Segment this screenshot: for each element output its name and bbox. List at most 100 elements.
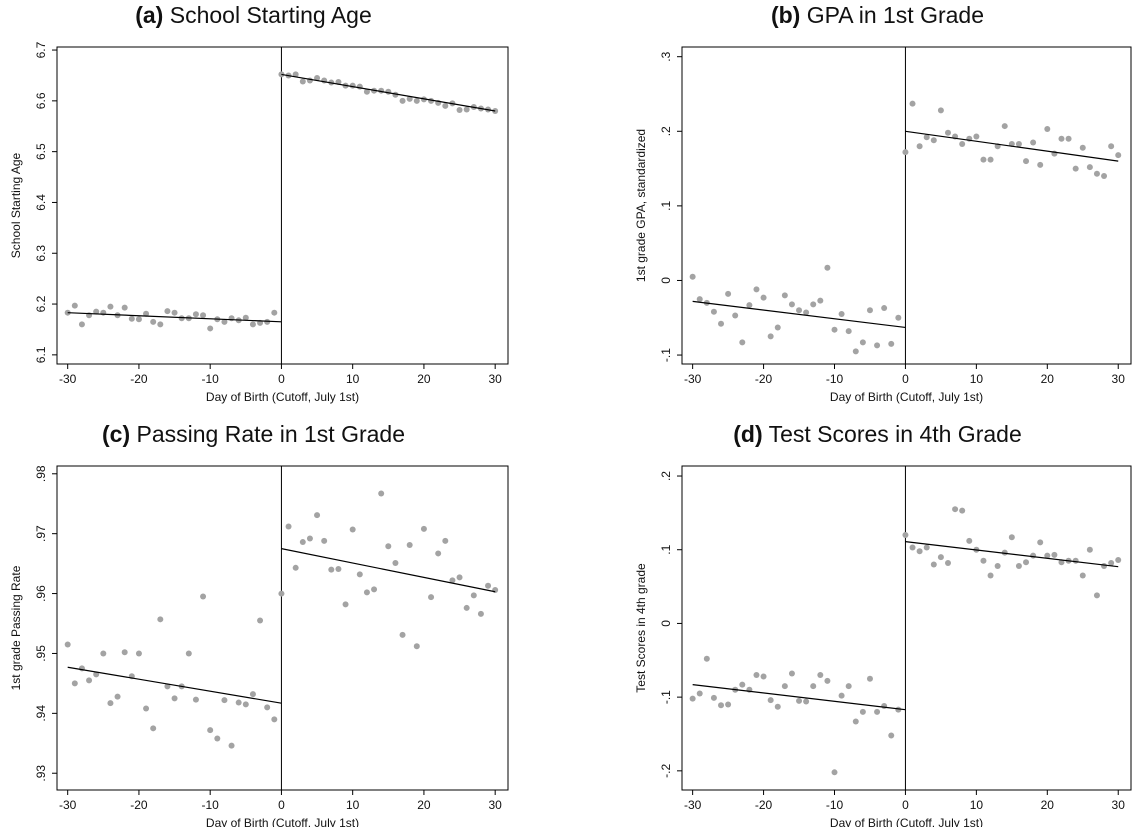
data-point bbox=[271, 309, 278, 316]
x-tick-label: 10 bbox=[346, 372, 360, 386]
data-point bbox=[739, 681, 746, 688]
data-point bbox=[71, 680, 78, 687]
data-point bbox=[285, 523, 292, 530]
data-point bbox=[930, 561, 937, 568]
data-point bbox=[930, 137, 937, 144]
data-point bbox=[150, 725, 157, 732]
data-point bbox=[456, 574, 463, 581]
data-point bbox=[952, 506, 959, 513]
data-point bbox=[923, 544, 930, 551]
data-point bbox=[406, 95, 413, 102]
data-point bbox=[292, 71, 299, 78]
x-tick-label: -10 bbox=[202, 798, 220, 812]
data-point bbox=[753, 286, 760, 293]
data-point bbox=[249, 321, 256, 328]
data-point bbox=[718, 320, 725, 327]
data-point bbox=[866, 307, 873, 314]
data-point bbox=[492, 586, 499, 593]
data-point bbox=[824, 677, 831, 684]
data-point bbox=[1101, 173, 1108, 180]
data-point bbox=[242, 701, 249, 708]
plot-frame bbox=[56, 465, 509, 791]
data-point bbox=[732, 312, 739, 319]
panel: (c) Passing Rate in 1st Grade -30 -20 -10 0 1… bbox=[9, 421, 509, 827]
data-point bbox=[1079, 572, 1086, 579]
data-point bbox=[385, 88, 392, 95]
data-point bbox=[399, 97, 406, 104]
x-axis-label: Day of Birth (Cutoff, July 1st) bbox=[830, 390, 983, 404]
data-point bbox=[257, 617, 264, 624]
y-tick-label: 0 bbox=[659, 620, 673, 627]
x-tick-label: -10 bbox=[202, 372, 220, 386]
data-point bbox=[143, 310, 150, 317]
data-point bbox=[980, 557, 987, 564]
y-tick-label: .1 bbox=[659, 201, 673, 211]
data-point bbox=[235, 699, 242, 706]
data-point bbox=[923, 134, 930, 141]
data-point bbox=[937, 107, 944, 114]
x-tick-label: 0 bbox=[902, 798, 909, 812]
data-point bbox=[135, 650, 142, 657]
fit-line bbox=[692, 300, 906, 329]
data-point bbox=[817, 297, 824, 304]
data-point bbox=[128, 315, 135, 322]
data-point bbox=[1115, 152, 1122, 159]
data-point bbox=[852, 718, 859, 725]
data-point bbox=[100, 650, 107, 657]
x-tick-label: -10 bbox=[826, 372, 844, 386]
data-point bbox=[192, 696, 199, 703]
data-point bbox=[1037, 539, 1044, 546]
x-tick-label: -30 bbox=[684, 372, 702, 386]
panel-title: (c) Passing Rate in 1st Grade bbox=[102, 421, 405, 447]
data-point bbox=[157, 321, 164, 328]
x-tick-label: 20 bbox=[417, 798, 431, 812]
x-axis-label: Day of Birth (Cutoff, July 1st) bbox=[830, 816, 983, 827]
data-point bbox=[477, 610, 484, 617]
y-tick-label: .2 bbox=[659, 471, 673, 481]
data-point bbox=[221, 697, 228, 704]
data-point bbox=[767, 333, 774, 340]
x-tick-label: -20 bbox=[755, 372, 773, 386]
data-point bbox=[185, 650, 192, 657]
x-axis-label: Day of Birth (Cutoff, July 1st) bbox=[206, 390, 359, 404]
data-point bbox=[114, 693, 121, 700]
data-point bbox=[200, 312, 207, 319]
data-point bbox=[463, 604, 470, 611]
data-point bbox=[1072, 165, 1079, 172]
y-tick-label: .97 bbox=[34, 525, 48, 542]
data-point bbox=[463, 106, 470, 113]
x-tick-label: -30 bbox=[59, 372, 77, 386]
data-point bbox=[689, 273, 696, 280]
data-point bbox=[874, 708, 881, 715]
data-point bbox=[449, 577, 456, 584]
data-point bbox=[746, 302, 753, 309]
data-point bbox=[385, 543, 392, 550]
data-point bbox=[306, 535, 313, 542]
data-point bbox=[192, 311, 199, 318]
data-point bbox=[1079, 144, 1086, 151]
panel-label: (c) bbox=[102, 421, 130, 447]
data-point bbox=[760, 294, 767, 301]
data-point bbox=[1008, 534, 1015, 541]
fit-line bbox=[281, 73, 496, 112]
data-point bbox=[774, 703, 781, 710]
x-tick-label: 20 bbox=[417, 372, 431, 386]
y-tick-label: .95 bbox=[34, 645, 48, 662]
data-point bbox=[292, 564, 299, 571]
x-tick-label: 30 bbox=[1112, 798, 1126, 812]
panel: (b) GPA in 1st Grade -30 -20 -10 0 10 20 30 -.1 0… bbox=[634, 2, 1132, 404]
data-point bbox=[788, 301, 795, 308]
data-point bbox=[299, 539, 306, 546]
y-tick-label: -.2 bbox=[659, 764, 673, 778]
x-tick-label: 20 bbox=[1041, 798, 1055, 812]
data-point bbox=[143, 705, 150, 712]
data-point bbox=[121, 649, 128, 656]
data-point bbox=[71, 302, 78, 309]
data-point bbox=[838, 692, 845, 699]
y-tick-label: .93 bbox=[34, 765, 48, 782]
data-point bbox=[1101, 562, 1108, 569]
data-point bbox=[874, 342, 881, 349]
data-point bbox=[810, 301, 817, 308]
data-point bbox=[760, 673, 767, 680]
data-point bbox=[178, 315, 185, 322]
